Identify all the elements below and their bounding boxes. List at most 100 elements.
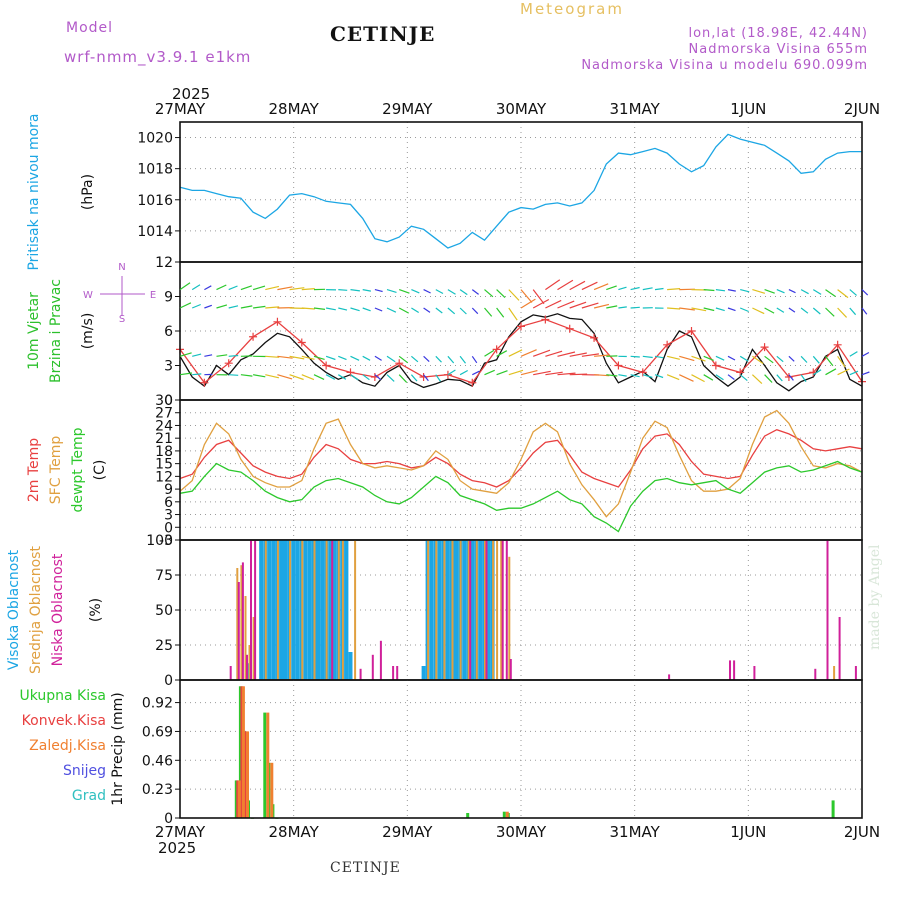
bar — [237, 780, 241, 818]
bar — [348, 652, 353, 680]
gust-marker — [590, 333, 599, 342]
wind-arrow — [776, 289, 785, 294]
wind-arrow — [192, 353, 202, 357]
time-tick-label: 29MAY — [382, 100, 433, 118]
wind-arrow — [837, 368, 850, 376]
wind-arrow — [606, 374, 618, 377]
gust-marker — [687, 327, 696, 335]
time-tick-label: 30MAY — [496, 100, 547, 118]
time-axis-year-bottom: 2025 — [158, 839, 196, 857]
bar — [270, 762, 274, 818]
wind-arrow — [849, 351, 858, 357]
bar — [259, 540, 264, 680]
y-axis-label: SFC Temp — [48, 436, 64, 505]
wind-arrow — [277, 286, 293, 291]
time-tick-label: 2JUN — [844, 100, 880, 118]
time-tick-label: 1JUN — [730, 823, 766, 841]
wind-arrow — [191, 284, 201, 291]
time-tick-label: 30MAY — [496, 823, 547, 841]
wind-arrow — [435, 289, 444, 295]
time-tick-label: 2JUN — [844, 823, 880, 841]
precip-legend-label: Ukupna Kisa — [19, 688, 106, 704]
wind-arrow — [594, 354, 610, 357]
bar — [814, 668, 817, 680]
wind-arrow — [861, 289, 869, 296]
compass-south: S — [119, 314, 125, 325]
model-label: Model — [66, 20, 114, 36]
bar — [267, 540, 272, 680]
wind-arrow — [776, 307, 785, 313]
y-tick-label: 24 — [155, 418, 173, 434]
precip-legend-label: Grad — [72, 788, 106, 804]
wind-arrow — [228, 374, 239, 376]
y-tick-label: 3 — [164, 508, 173, 524]
y-axis-label: 2m Temp — [26, 438, 42, 502]
bar — [283, 540, 288, 680]
bar — [354, 540, 357, 680]
y-axis-label: (C) — [92, 460, 108, 481]
y-tick-label: 27 — [155, 406, 173, 422]
wind-arrow — [252, 374, 266, 378]
wind-arrow — [837, 355, 846, 368]
wind-arrow — [569, 301, 587, 309]
wind-arrow — [679, 374, 694, 382]
wind-arrow — [277, 374, 293, 380]
wind-arrow — [484, 349, 495, 357]
wind-arrow — [751, 374, 763, 385]
wind-arrow — [374, 374, 382, 381]
gust-marker — [468, 378, 477, 387]
wind-arrow — [216, 354, 228, 357]
bar — [451, 540, 454, 680]
bar — [295, 540, 300, 680]
wind-arrow — [447, 289, 456, 295]
wind-arrow — [423, 289, 431, 294]
y-tick-label: 0.46 — [142, 753, 173, 769]
wind-arrow — [715, 374, 724, 381]
bar — [445, 540, 450, 680]
wind-arrow — [386, 355, 396, 363]
wind-arrow — [861, 307, 868, 315]
bar — [379, 640, 382, 680]
wind-arrow — [228, 305, 239, 309]
wind-arrow — [301, 307, 315, 310]
wind-arrow — [764, 374, 773, 383]
bar — [470, 540, 475, 680]
wind-arrow — [703, 374, 714, 381]
bar — [241, 686, 245, 818]
bar — [475, 540, 478, 680]
wind-arrow — [654, 287, 664, 291]
series-line — [179, 133, 862, 249]
wind-arrow — [240, 305, 253, 309]
wind-arrow — [569, 352, 587, 357]
wind-arrow — [837, 289, 849, 299]
wind-arrow — [569, 280, 586, 291]
wind-arrow — [532, 298, 550, 309]
y-tick-label: 1020 — [137, 131, 173, 147]
wind-arrow — [496, 289, 506, 299]
wind-arrow — [265, 355, 280, 358]
wind-arrow — [666, 355, 680, 360]
bar — [509, 659, 512, 680]
wind-arrow — [325, 355, 336, 361]
wind-arrow — [289, 287, 305, 291]
wind-arrow — [386, 289, 397, 293]
bar — [276, 540, 279, 680]
gust-marker — [784, 373, 793, 381]
wind-arrow — [459, 307, 467, 315]
bar — [291, 540, 296, 680]
gust-marker — [492, 345, 501, 354]
bar — [332, 540, 337, 680]
wind-arrow — [812, 369, 822, 376]
wind-arrow — [435, 374, 441, 382]
wind-arrow — [715, 289, 726, 292]
model-elevation: Nadmorska Visina u modelu 690.099m — [581, 58, 868, 73]
bar — [459, 540, 462, 680]
wind-arrow — [703, 355, 714, 361]
bar — [236, 568, 239, 680]
bar — [263, 712, 267, 818]
wind-arrow — [338, 289, 348, 291]
wind-arrow — [265, 306, 280, 309]
wind-arrow — [447, 369, 456, 376]
wind-arrow — [533, 370, 551, 376]
wind-arrow — [800, 374, 807, 383]
